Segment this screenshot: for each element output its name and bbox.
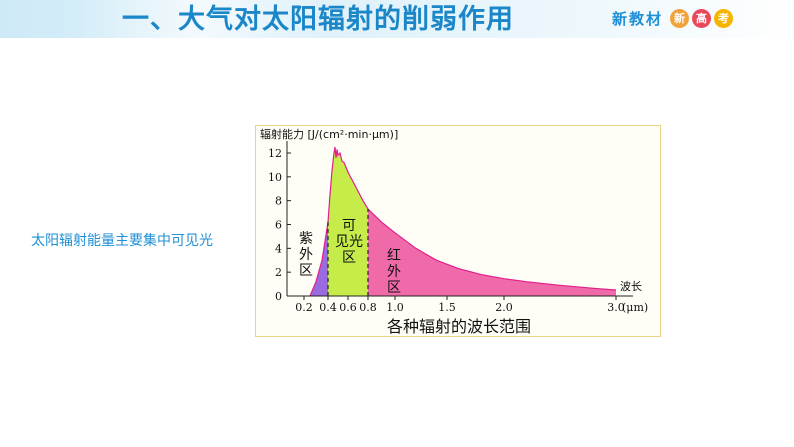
- region-label-1-1: 见光: [335, 234, 363, 250]
- side-note: 太阳辐射能量主要集中可见光: [31, 233, 213, 249]
- chart-panel: 0 2 4 6 8 10 12 0.2 0.4 0.6 0.8 1.0 1.5 2.0 3.0 辐射能力 [J…: [255, 125, 661, 337]
- slide-title: 一、大气对太阳辐射的削弱作用: [122, 4, 514, 35]
- title-band: [0, 0, 794, 38]
- radiation-chart: 0 2 4 6 8 10 12 0.2 0.4 0.6 0.8 1.0 1.5 2.0 3.0 辐射能力 [J…: [260, 127, 648, 336]
- y-tick-label-5: 10: [268, 171, 282, 184]
- region-label-0-2: 区: [299, 263, 313, 279]
- x-tick-label-3: 0.8: [359, 301, 377, 314]
- region-label-2-2: 区: [387, 280, 401, 296]
- y-axis-label: 辐射能力 [J/(cm²·min·μm)]: [260, 127, 398, 141]
- region-label-2-1: 外: [387, 264, 401, 280]
- y-tick-label-6: 12: [268, 147, 282, 160]
- x-tick-label-4: 1.0: [386, 301, 404, 314]
- region-fill-0: [310, 222, 328, 296]
- title-band-shine: [70, 0, 330, 38]
- y-tick-label-2: 4: [275, 242, 282, 255]
- chart-title: 各种辐射的波长范围: [387, 317, 531, 336]
- region-label-0-1: 外: [299, 247, 313, 263]
- brand-badge-gao: 高: [692, 8, 712, 28]
- y-tick-label-0: 0: [275, 290, 282, 303]
- region-label-1-0: 可: [342, 218, 356, 234]
- x-axis-unit: (μm): [622, 301, 648, 314]
- brand: 新教材 新 高 考: [612, 7, 734, 29]
- brand-text: 新教材: [612, 9, 664, 28]
- region-label-2-0: 红: [387, 248, 401, 264]
- x-tick-label-6: 2.0: [495, 301, 513, 314]
- region-fill-1: [328, 147, 368, 296]
- y-tick-label-3: 6: [275, 219, 282, 232]
- x-tick-label-2: 0.6: [339, 301, 357, 314]
- brand-badge-kao: 考: [714, 8, 734, 28]
- x-tick-label-5: 1.5: [438, 301, 456, 314]
- region-label-1-2: 区: [342, 250, 356, 266]
- region-fill-2: [368, 209, 616, 296]
- x-tick-label-1: 0.4: [319, 301, 337, 314]
- brand-badge-xin: 新: [670, 8, 690, 28]
- x-tick-label-0: 0.2: [295, 301, 313, 314]
- spectrum-curve: [309, 146, 617, 297]
- y-tick-label-4: 8: [275, 195, 282, 208]
- x-axis-label: 波长: [620, 280, 642, 293]
- x-tick-label-7: 3.0: [607, 301, 625, 314]
- region-label-0-0: 紫: [299, 231, 313, 247]
- y-tick-label-1: 2: [275, 266, 282, 279]
